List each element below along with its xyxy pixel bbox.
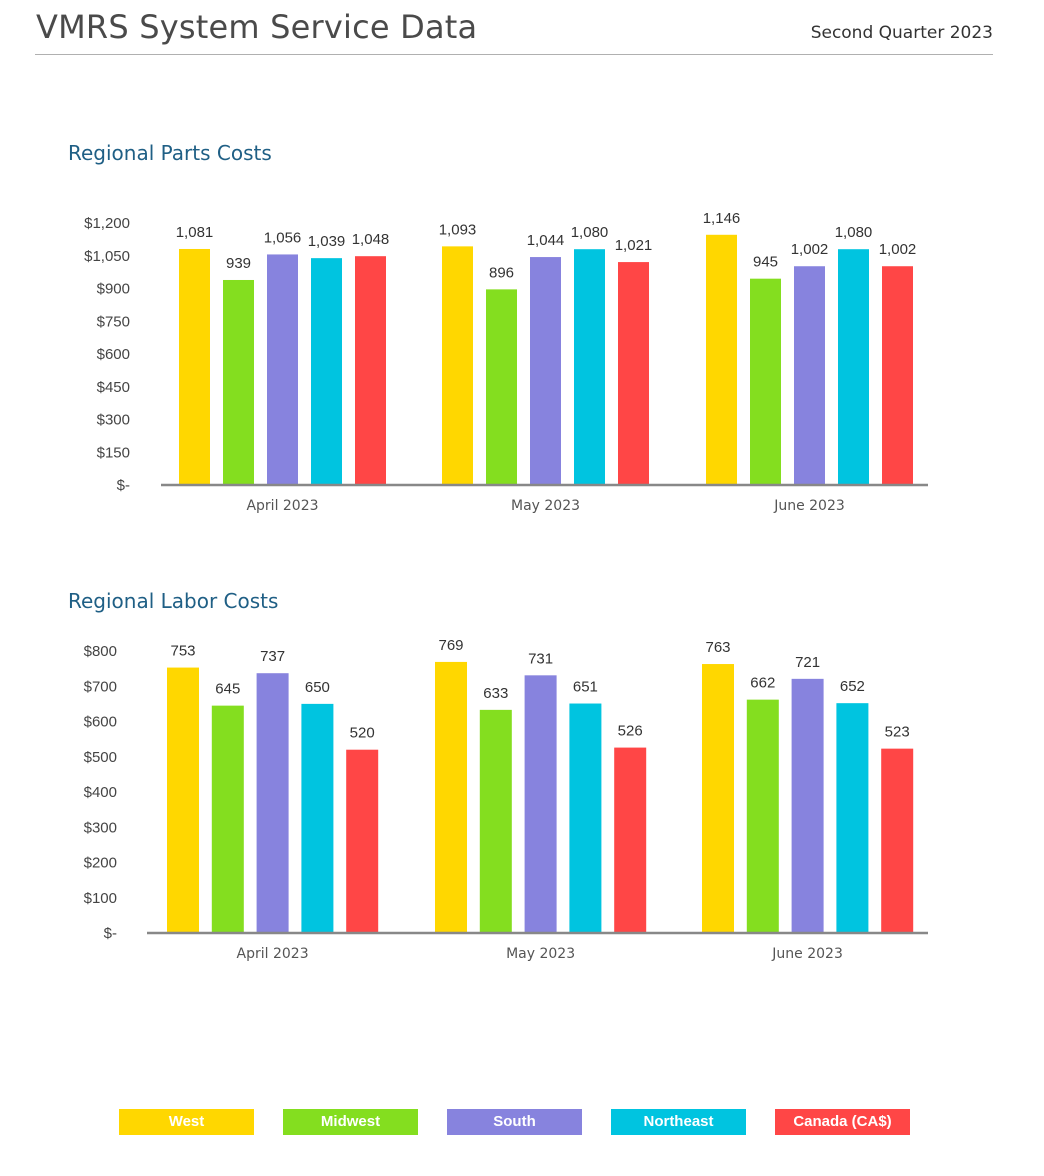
- x-category-label: May 2023: [511, 498, 580, 514]
- x-category-label: June 2023: [771, 946, 843, 962]
- legend-item-midwest: Midwest: [283, 1109, 418, 1135]
- bar-south-june-2023: [794, 266, 825, 485]
- legend-item-south: South: [447, 1109, 582, 1135]
- bar-canada-ca-june-2023: [881, 748, 914, 933]
- legend-item-northeast: Northeast: [611, 1109, 746, 1135]
- bar-west-may-2023: [442, 246, 473, 485]
- bar-south-june-2023: [791, 678, 824, 933]
- data-label: 945: [753, 254, 778, 271]
- bar-northeast-june-2023: [838, 249, 869, 485]
- y-tick-label: $1,200: [84, 215, 130, 232]
- y-tick-label: $-: [104, 925, 117, 942]
- bar-south-may-2023: [524, 675, 557, 933]
- data-label: 1,146: [703, 210, 741, 227]
- data-label: 520: [350, 725, 375, 742]
- bar-canada-ca-april-2023: [346, 749, 379, 933]
- bar-west-april-2023: [179, 248, 210, 485]
- x-category-label: April 2023: [246, 498, 318, 514]
- bar-northeast-june-2023: [836, 703, 869, 933]
- x-category-label: May 2023: [506, 946, 575, 962]
- y-tick-label: $600: [97, 346, 130, 363]
- data-label: 1,021: [615, 237, 653, 254]
- x-category-label: April 2023: [237, 946, 309, 962]
- data-label: 1,039: [308, 233, 346, 250]
- data-label: 763: [705, 639, 730, 656]
- bar-west-june-2023: [702, 664, 734, 933]
- bar-northeast-april-2023: [301, 703, 334, 933]
- data-label: 633: [483, 685, 508, 702]
- bar-canada-ca-april-2023: [355, 256, 386, 485]
- y-tick-label: $800: [84, 643, 117, 660]
- quarter-label: Second Quarter 2023: [810, 23, 993, 43]
- header-divider: [35, 54, 993, 55]
- y-tick-label: $150: [97, 444, 130, 461]
- data-label: 737: [260, 648, 285, 665]
- data-label: 939: [226, 255, 251, 272]
- bar-canada-ca-june-2023: [882, 266, 913, 485]
- bar-midwest-june-2023: [750, 278, 781, 485]
- data-label: 896: [489, 264, 514, 281]
- y-tick-label: $900: [97, 281, 130, 298]
- bar-midwest-june-2023: [746, 699, 779, 933]
- legend-item-west: West: [119, 1109, 254, 1135]
- data-label: 652: [840, 678, 865, 695]
- page-title: VMRS System Service Data: [36, 8, 478, 46]
- parts-costs-chart: $- $150 $300 $450 $600 $750 $900 $1,050 $1,200 1,…: [84, 210, 928, 514]
- bar-midwest-april-2023: [211, 705, 244, 933]
- bar-south-april-2023: [267, 254, 298, 485]
- data-label: 1,093: [439, 221, 477, 238]
- labor-chart-title: Regional Labor Costs: [68, 589, 279, 613]
- bar-northeast-may-2023: [574, 249, 605, 485]
- data-label: 1,044: [527, 232, 565, 249]
- bar-south-april-2023: [256, 673, 289, 933]
- bar-west-may-2023: [435, 661, 467, 933]
- bar-northeast-april-2023: [311, 258, 342, 485]
- data-label: 1,081: [176, 224, 214, 241]
- bar-canada-ca-may-2023: [618, 262, 649, 485]
- y-tick-label: $450: [97, 379, 130, 396]
- bar-canada-ca-may-2023: [614, 747, 647, 933]
- y-tick-label: $300: [97, 412, 130, 429]
- data-label: 1,048: [352, 231, 390, 248]
- data-label: 650: [305, 679, 330, 696]
- y-tick-label: $700: [84, 678, 117, 695]
- data-label: 651: [573, 679, 598, 696]
- y-tick-label: $200: [84, 855, 117, 872]
- data-label: 731: [528, 650, 553, 667]
- legend-item-canada: Canada (CA$): [775, 1109, 910, 1135]
- bar-midwest-may-2023: [486, 289, 517, 485]
- bar-south-may-2023: [530, 257, 561, 485]
- bar-midwest-april-2023: [223, 279, 254, 485]
- labor-costs-chart: $- $100 $200 $300 $400 $500 $600 $700 $800 753 645…: [84, 637, 928, 962]
- y-tick-label: $400: [84, 784, 117, 801]
- y-tick-label: $-: [117, 477, 130, 494]
- y-tick-label: $750: [97, 313, 130, 330]
- data-label: 645: [215, 681, 240, 698]
- y-tick-label: $600: [84, 714, 117, 731]
- bar-northeast-may-2023: [569, 703, 602, 933]
- data-label: 1,080: [835, 224, 873, 241]
- data-label: 526: [618, 723, 643, 740]
- bar-west-april-2023: [167, 667, 199, 933]
- y-tick-label: $500: [84, 749, 117, 766]
- legend: West Midwest South Northeast Canada (CA$…: [0, 1109, 1044, 1135]
- x-category-label: June 2023: [773, 498, 845, 514]
- bar-midwest-may-2023: [479, 709, 512, 933]
- data-label: 523: [885, 724, 910, 741]
- bar-west-june-2023: [706, 234, 737, 485]
- data-label: 1,002: [879, 241, 917, 258]
- data-label: 1,080: [571, 224, 609, 241]
- data-label: 1,002: [791, 241, 829, 258]
- data-label: 721: [795, 654, 820, 671]
- y-tick-label: $300: [84, 819, 117, 836]
- y-tick-label: $1,050: [84, 248, 130, 265]
- data-label: 662: [750, 675, 775, 692]
- data-label: 1,056: [264, 229, 302, 246]
- data-label: 769: [438, 637, 463, 654]
- parts-chart-title: Regional Parts Costs: [68, 141, 272, 165]
- data-label: 753: [170, 643, 195, 660]
- y-tick-label: $100: [84, 890, 117, 907]
